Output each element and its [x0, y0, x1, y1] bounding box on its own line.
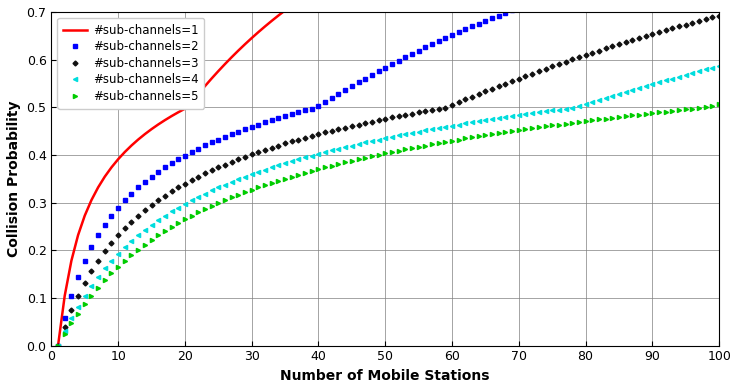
#sub-channels=5 [447, 138, 456, 143]
#sub-channels=5 [207, 204, 216, 208]
#sub-channels=4 [447, 123, 456, 128]
#sub-channels=5 [394, 148, 403, 153]
#sub-channels=2 [54, 343, 63, 348]
#sub-channels=4 [661, 78, 670, 83]
#sub-channels=4 [681, 73, 690, 77]
#sub-channels=1 [54, 343, 63, 348]
#sub-channels=4 [714, 64, 723, 68]
#sub-channels=3 [394, 114, 403, 119]
#sub-channels=4 [54, 343, 63, 348]
Line: #sub-channels=1: #sub-channels=1 [58, 0, 719, 346]
Line: #sub-channels=2: #sub-channels=2 [56, 0, 721, 347]
#sub-channels=5 [181, 217, 190, 222]
#sub-channels=5 [661, 109, 670, 114]
#sub-channels=2 [447, 33, 456, 37]
Line: #sub-channels=3: #sub-channels=3 [56, 14, 721, 347]
#sub-channels=4 [394, 133, 403, 138]
X-axis label: Number of Mobile Stations: Number of Mobile Stations [280, 369, 490, 383]
#sub-channels=4 [181, 201, 190, 206]
#sub-channels=2 [394, 58, 403, 63]
#sub-channels=3 [714, 13, 723, 18]
Y-axis label: Collision Probability: Collision Probability [7, 101, 21, 257]
#sub-channels=2 [207, 140, 216, 145]
#sub-channels=3 [181, 181, 190, 186]
#sub-channels=3 [54, 343, 63, 348]
#sub-channels=2 [181, 153, 190, 158]
Line: #sub-channels=5: #sub-channels=5 [56, 102, 721, 348]
Legend: #sub-channels=1, #sub-channels=2, #sub-channels=3, #sub-channels=4, #sub-channel: #sub-channels=1, #sub-channels=2, #sub-c… [58, 18, 204, 109]
#sub-channels=4 [207, 188, 216, 193]
#sub-channels=3 [661, 28, 670, 32]
#sub-channels=1 [181, 106, 190, 111]
#sub-channels=3 [447, 103, 456, 107]
#sub-channels=1 [207, 76, 216, 81]
#sub-channels=5 [714, 101, 723, 106]
#sub-channels=5 [681, 107, 690, 112]
Line: #sub-channels=4: #sub-channels=4 [56, 64, 721, 348]
#sub-channels=3 [207, 168, 216, 173]
#sub-channels=5 [54, 343, 63, 348]
#sub-channels=3 [681, 22, 690, 27]
